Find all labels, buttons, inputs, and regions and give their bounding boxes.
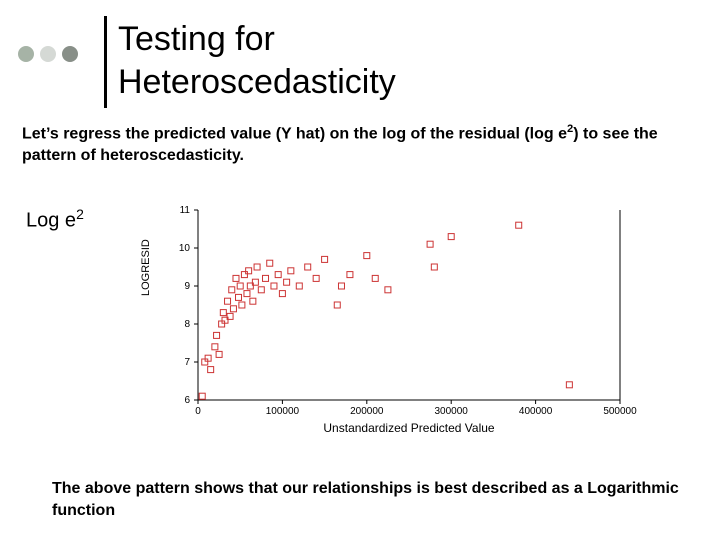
svg-text:6: 6 (184, 395, 190, 406)
scatter-chart: LOGRESID 6789101101000002000003000004000… (150, 200, 640, 450)
svg-text:Unstandardized Predicted Value: Unstandardized Predicted Value (323, 421, 495, 435)
svg-text:8: 8 (184, 319, 190, 330)
slide: Testing for Heteroscedasticity Let’s reg… (0, 0, 720, 540)
para1-a: Let’s regress the predicted value (Y hat… (22, 125, 567, 142)
dot-icon (62, 46, 78, 62)
svg-text:10: 10 (179, 243, 191, 254)
svg-text:500000: 500000 (603, 406, 637, 417)
dot-icon (18, 46, 34, 62)
svg-text:9: 9 (184, 281, 190, 292)
svg-text:400000: 400000 (519, 406, 553, 417)
title-line-2: Heteroscedasticity (118, 63, 396, 101)
y-axis-small-label: LOGRESID (140, 239, 152, 296)
chart-svg: 6 7 8 9 10 11 0 100000 200000 300000 400000 500000 U… (150, 200, 640, 450)
svg-text:11: 11 (180, 205, 191, 216)
svg-text:200000: 200000 (350, 406, 384, 417)
y-axis-label: Log e2 (26, 206, 84, 233)
header: Testing for Heteroscedasticity (0, 8, 720, 108)
ylabel-text: Log e (26, 210, 76, 232)
svg-text:300000: 300000 (435, 406, 469, 417)
bullet-dots (18, 46, 78, 62)
sup-2: 2 (76, 206, 84, 222)
page-title: Testing for Heteroscedasticity (118, 18, 396, 103)
svg-text:7: 7 (184, 357, 190, 368)
svg-text:0: 0 (195, 406, 201, 417)
svg-text:100000: 100000 (266, 406, 300, 417)
intro-paragraph: Let’s regress the predicted value (Y hat… (22, 122, 698, 167)
dot-icon (40, 46, 56, 62)
divider-line (104, 16, 107, 108)
conclusion-paragraph: The above pattern shows that our relatio… (52, 478, 692, 521)
title-line-1: Testing for (118, 20, 275, 58)
